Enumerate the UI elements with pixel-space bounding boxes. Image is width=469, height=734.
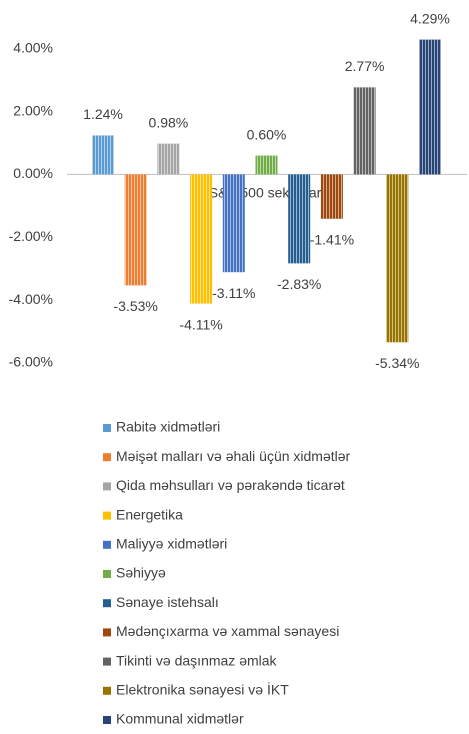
legend-label: Tikinti və daşınmaz əmlak <box>116 652 278 668</box>
legend-swatch <box>103 453 111 462</box>
legend-swatch <box>103 540 111 549</box>
legend-swatch <box>103 424 111 432</box>
bar-texture <box>386 174 409 343</box>
legend-swatch <box>103 570 111 578</box>
legend-swatch <box>103 657 111 666</box>
legend-label: Kommunal xidmətlər <box>116 711 244 727</box>
legend-label: Məişət malları və əhali üçün xidmətlər <box>116 448 351 464</box>
data-label: 4.29% <box>410 10 450 26</box>
data-label: 2.77% <box>345 58 385 74</box>
legend-swatch <box>103 482 111 491</box>
legend-label: Qida məhsulları və pərakəndə ticarət <box>116 477 345 493</box>
data-label: 0.60% <box>247 126 287 142</box>
legend-label: Sənaye istehsalı <box>116 594 219 610</box>
legend-label: Energetika <box>116 506 183 522</box>
bar-texture <box>124 174 147 286</box>
bar-texture <box>92 135 114 175</box>
legend-label: Rabitə xidmətləri <box>116 419 220 435</box>
legend-label: Səhiyyə <box>116 565 166 581</box>
data-label: -1.41% <box>310 231 354 247</box>
data-label: -2.83% <box>277 276 321 292</box>
y-tick-label: 0.00% <box>13 165 53 181</box>
data-label: -4.11% <box>179 316 222 332</box>
bar-texture <box>222 174 245 273</box>
legend-label: Elektronika sənayesi və İKT <box>116 681 289 698</box>
y-tick-label: 2.00% <box>13 102 53 118</box>
legend-label: Mədənçıxarma və xammal sənayesi <box>116 623 339 639</box>
legend-swatch <box>103 716 111 724</box>
bar-texture <box>190 174 213 304</box>
bar-texture <box>353 87 376 175</box>
legend-swatch <box>103 511 111 520</box>
bar-texture <box>320 174 343 219</box>
data-label: -3.11% <box>212 285 255 301</box>
data-label: 0.98% <box>149 114 189 130</box>
data-label: 1.24% <box>83 106 123 122</box>
bar-texture <box>157 143 180 175</box>
data-label: -3.53% <box>114 298 158 314</box>
y-tick-label: -4.00% <box>9 291 53 307</box>
bar-texture <box>288 174 311 264</box>
bar-texture <box>255 155 278 175</box>
legend-swatch <box>103 599 111 608</box>
bar-texture <box>419 39 441 175</box>
legend-label: Maliyyə xidmətləri <box>116 536 227 552</box>
y-tick-label: -6.00% <box>9 354 53 370</box>
legend-swatch <box>103 628 111 637</box>
y-tick-label: -2.00% <box>9 228 53 244</box>
y-tick-label: 4.00% <box>13 39 53 55</box>
legend-swatch <box>103 686 111 695</box>
data-label: -5.34% <box>375 355 419 371</box>
